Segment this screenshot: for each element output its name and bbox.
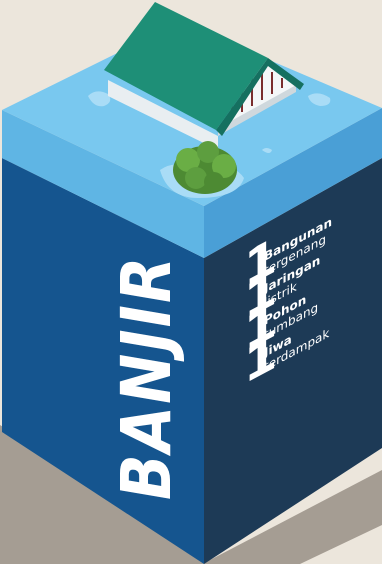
water-right-face [204,108,382,258]
title-group: BANJIR [107,255,187,500]
ground-shadow [0,425,382,564]
block-left-face [2,158,204,564]
water-left-face [2,110,204,258]
house-icon [104,2,304,150]
block-right-face [204,158,382,564]
title: BANJIR [107,255,187,500]
tree-icon [173,141,237,194]
